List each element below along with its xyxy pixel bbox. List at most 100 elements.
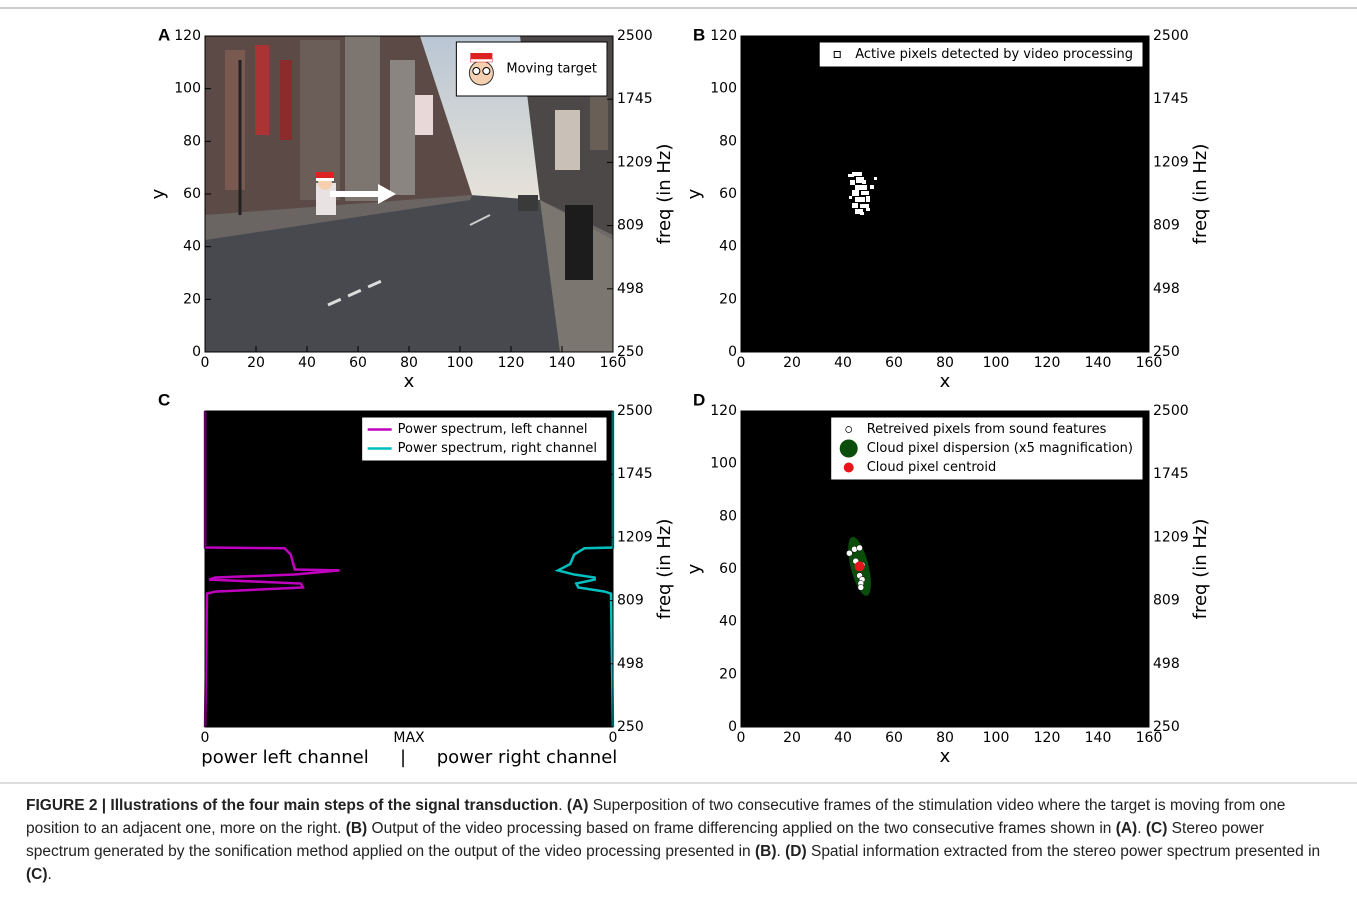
centroid-point — [855, 561, 865, 571]
legend-marker — [844, 463, 854, 473]
x-axis-label-right: power right channel — [437, 747, 618, 768]
x-tick-label: 120 — [1034, 730, 1061, 746]
caption-run: (A) — [1116, 820, 1138, 837]
x-tick-label: 40 — [834, 355, 852, 371]
x-tick-label: 140 — [1085, 355, 1112, 371]
y-tick-label: 120 — [710, 403, 737, 419]
x-tick-label: 20 — [783, 355, 801, 371]
y2-tick-label: 1209 — [617, 154, 653, 170]
y2-tick-label: 809 — [617, 218, 644, 234]
y-tick-label: 100 — [710, 81, 737, 97]
legend: Active pixels detected by video processi… — [819, 42, 1143, 67]
x-axis-label: x — [940, 371, 951, 392]
y2-tick-label: 809 — [1153, 593, 1180, 609]
y-tick-label: 80 — [183, 133, 201, 149]
y2-tick-label: 498 — [617, 281, 644, 297]
legend: Retreived pixels from sound features Clou… — [831, 417, 1143, 480]
figure-caption: FIGURE 2 | Illustrations of the four mai… — [26, 794, 1331, 886]
caption-run: . — [777, 843, 786, 860]
legend-label: Cloud pixel centroid — [867, 460, 997, 475]
y2-axis-label: freq (in Hz) — [654, 519, 675, 620]
caption-run: . — [558, 797, 567, 814]
legend-marker — [846, 427, 852, 433]
y2-tick-label: 2500 — [1153, 28, 1189, 44]
x-tick-label: 80 — [936, 730, 954, 746]
x-tick-label: 140 — [1085, 730, 1112, 746]
y-tick-label: 120 — [174, 28, 201, 44]
y2-tick-label: 1745 — [617, 466, 653, 482]
y-tick-label: 60 — [719, 561, 737, 577]
legend: Moving target — [456, 42, 607, 96]
caption-run: . — [48, 866, 52, 883]
y-tick-label: 80 — [719, 133, 737, 149]
y2-tick-label: 1209 — [1153, 154, 1189, 170]
y2-tick-label: 2500 — [617, 403, 653, 419]
x-tick-label: 20 — [247, 355, 265, 371]
x-tick-label: 0 — [737, 355, 746, 371]
y2-tick-label: 1745 — [1153, 91, 1189, 107]
caption-run: Spatial information extracted from the s… — [807, 843, 1320, 860]
y-axis-label: y — [148, 188, 169, 199]
y2-axis-label: freq (in Hz) — [654, 144, 675, 245]
image-background — [741, 36, 1149, 352]
x-axis-label: x — [940, 746, 951, 767]
y-tick-label: 20 — [183, 291, 201, 307]
legend-icon-eye — [473, 68, 480, 75]
x-axis-label-separator: | — [400, 747, 406, 768]
legend-label: Retreived pixels from sound features — [867, 422, 1107, 437]
y-tick-label: 60 — [183, 186, 201, 202]
x-tick-label: 80 — [936, 355, 954, 371]
caption-run: (A) — [567, 797, 589, 814]
panel-label: D — [693, 390, 705, 409]
x-tick-label: 60 — [349, 355, 367, 371]
x-tick-label: 40 — [834, 730, 852, 746]
y2-tick-label: 809 — [1153, 218, 1180, 234]
panel-label: C — [158, 390, 170, 409]
caption-run: (B) — [346, 820, 368, 837]
y-tick-label: 20 — [719, 666, 737, 682]
y2-tick-label: 498 — [1153, 281, 1180, 297]
caption-run: (C) — [1146, 820, 1168, 837]
x-tick-label: 80 — [400, 355, 418, 371]
y2-tick-label: 1209 — [617, 529, 653, 545]
y-axis-label: y — [684, 563, 705, 574]
y-tick-label: 80 — [719, 508, 737, 524]
legend-icon-hat — [470, 59, 492, 62]
page: A020406080100120020406080100120140160250… — [0, 0, 1357, 900]
x-tick-label: 100 — [983, 355, 1010, 371]
retrieved-point — [846, 550, 852, 556]
x-tick-label: MAX — [393, 730, 425, 746]
y-tick-label: 40 — [719, 239, 737, 255]
y2-axis-label: freq (in Hz) — [1190, 144, 1211, 245]
legend-marker — [840, 440, 858, 458]
y-axis-label: y — [684, 188, 705, 199]
legend-icon-eye — [483, 68, 490, 75]
retrieved-point — [857, 545, 863, 551]
y2-tick-label: 2500 — [1153, 403, 1189, 419]
panel-label: A — [158, 25, 170, 44]
x-axis-label: x — [404, 371, 415, 392]
y-tick-label: 40 — [719, 614, 737, 630]
x-tick-label: 120 — [498, 355, 525, 371]
y-tick-label: 40 — [183, 239, 201, 255]
y2-tick-label: 1745 — [1153, 466, 1189, 482]
y2-tick-label: 250 — [617, 344, 644, 360]
caption-run: FIGURE 2 | Illustrations of the four mai… — [26, 797, 558, 814]
caption-run: (B) — [755, 843, 777, 860]
x-tick-label: 0 — [201, 730, 210, 746]
y2-axis-label: freq (in Hz) — [1190, 519, 1211, 620]
x-tick-label: 0 — [737, 730, 746, 746]
caption-run: . — [1137, 820, 1146, 837]
retrieved-point — [858, 584, 864, 590]
y-tick-label: 100 — [710, 456, 737, 472]
x-axis-label-left: power left channel — [201, 747, 368, 768]
x-tick-label: 100 — [983, 730, 1010, 746]
legend-label: Moving target — [506, 62, 597, 77]
y2-tick-label: 498 — [1153, 656, 1180, 672]
legend-label: Cloud pixel dispersion (x5 magnification… — [867, 441, 1133, 456]
legend-label: Power spectrum, right channel — [398, 441, 597, 456]
y2-tick-label: 1745 — [617, 91, 653, 107]
caption-run: (D) — [785, 843, 807, 860]
y2-tick-label: 1209 — [1153, 529, 1189, 545]
